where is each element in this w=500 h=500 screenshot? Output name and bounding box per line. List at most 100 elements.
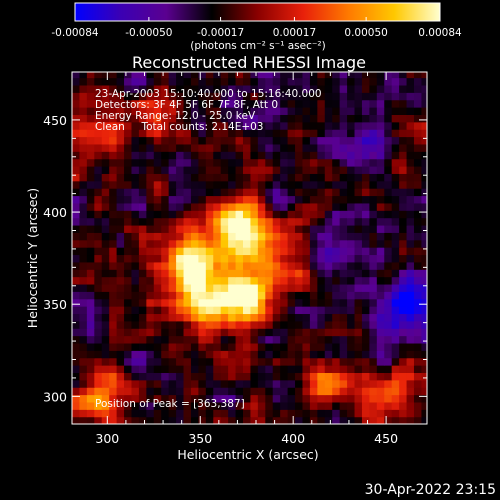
heatmap-cell bbox=[176, 224, 185, 233]
heatmap-cell bbox=[94, 283, 103, 292]
heatmap-cell bbox=[124, 291, 133, 300]
heatmap-cell bbox=[421, 320, 427, 329]
heatmap-cell bbox=[339, 72, 348, 79]
heatmap-cell bbox=[198, 121, 207, 130]
heatmap-cell bbox=[280, 254, 289, 263]
heatmap-cell bbox=[399, 239, 408, 248]
heatmap-cell bbox=[109, 136, 118, 145]
heatmap-cell bbox=[384, 313, 393, 322]
heatmap-cell bbox=[138, 247, 147, 256]
heatmap-cell bbox=[161, 320, 170, 329]
heatmap-cell bbox=[220, 84, 229, 93]
heatmap-cell bbox=[272, 180, 281, 189]
heatmap-cell bbox=[250, 306, 259, 315]
heatmap-cell bbox=[354, 77, 363, 86]
heatmap-cell bbox=[116, 313, 125, 322]
heatmap-cell bbox=[265, 283, 274, 292]
heatmap-cell bbox=[272, 129, 281, 138]
heatmap-cell bbox=[339, 291, 348, 300]
heatmap-cell bbox=[190, 416, 199, 424]
heatmap-cell bbox=[228, 129, 237, 138]
heatmap-cell bbox=[317, 372, 326, 381]
heatmap-cell bbox=[235, 239, 244, 248]
heatmap-cell bbox=[124, 328, 133, 337]
heatmap-cell bbox=[399, 136, 408, 145]
heatmap-cell bbox=[361, 394, 370, 403]
heatmap-cell bbox=[116, 84, 125, 93]
heatmap-cell bbox=[86, 121, 95, 130]
heatmap-cell bbox=[413, 357, 423, 366]
heatmap-cell bbox=[138, 306, 147, 315]
heatmap-cell bbox=[317, 143, 326, 152]
heatmap-cell bbox=[235, 269, 244, 278]
heatmap-cell bbox=[220, 92, 229, 101]
heatmap-cell bbox=[391, 180, 400, 189]
heatmap-cell bbox=[138, 195, 147, 204]
heatmap-cell bbox=[361, 217, 370, 226]
heatmap-cell bbox=[250, 173, 259, 182]
heatmap-cell bbox=[198, 92, 207, 101]
heatmap-cell bbox=[354, 232, 363, 241]
heatmap-cell bbox=[399, 158, 408, 167]
heatmap-cell bbox=[183, 129, 192, 138]
heatmap-cell bbox=[302, 72, 311, 79]
heatmap-cell bbox=[146, 269, 155, 278]
heatmap-cell bbox=[272, 173, 281, 182]
heatmap-cell bbox=[242, 99, 252, 108]
heatmap-cell bbox=[339, 232, 348, 241]
heatmap-cell bbox=[265, 129, 274, 138]
heatmap-cell bbox=[376, 84, 385, 93]
heatmap-cell bbox=[228, 320, 237, 329]
heatmap-cell bbox=[153, 84, 162, 93]
heatmap-cell bbox=[265, 372, 274, 381]
heatmap-cell bbox=[124, 232, 133, 241]
heatmap-cell bbox=[138, 92, 147, 101]
heatmap-cell bbox=[220, 77, 229, 86]
heatmap-cell bbox=[257, 224, 266, 233]
heatmap-cell bbox=[280, 77, 289, 86]
heatmap-cell bbox=[399, 107, 408, 115]
heatmap-cell bbox=[242, 151, 252, 160]
heatmap-cell bbox=[361, 121, 370, 130]
heatmap-cell bbox=[235, 173, 244, 182]
heatmap-cell bbox=[361, 188, 370, 197]
heatmap-cell bbox=[354, 335, 363, 344]
heatmap-cell bbox=[183, 365, 192, 373]
heatmap-cell bbox=[131, 269, 140, 278]
heatmap-cell bbox=[332, 202, 341, 211]
heatmap-cell bbox=[116, 224, 125, 233]
heatmap-cell bbox=[86, 202, 95, 211]
heatmap-cell bbox=[190, 114, 199, 123]
heatmap-cell bbox=[295, 247, 304, 256]
heatmap-cell bbox=[109, 173, 118, 182]
heatmap-cell bbox=[339, 387, 348, 396]
heatmap-cell bbox=[391, 313, 400, 322]
heatmap-cell bbox=[421, 269, 427, 278]
heatmap-cell bbox=[86, 247, 95, 256]
heatmap-cell bbox=[220, 416, 229, 424]
heatmap-cell bbox=[198, 158, 207, 167]
heatmap-cell bbox=[161, 224, 170, 233]
heatmap-cell bbox=[339, 328, 348, 337]
heatmap-cell bbox=[176, 180, 185, 189]
heatmap-cell bbox=[242, 224, 252, 233]
heatmap-cell bbox=[205, 298, 214, 307]
heatmap-cell bbox=[347, 379, 356, 388]
heatmap-cell bbox=[309, 121, 318, 130]
heatmap-cell bbox=[176, 151, 185, 160]
heatmap-cell bbox=[161, 291, 170, 300]
heatmap-cell bbox=[339, 195, 348, 204]
heatmap-cell bbox=[205, 291, 214, 300]
heatmap-cell bbox=[131, 379, 140, 388]
heatmap-cell bbox=[406, 283, 415, 292]
heatmap-cell bbox=[213, 84, 222, 93]
heatmap-cell bbox=[205, 165, 214, 174]
heatmap-cell bbox=[153, 328, 162, 337]
heatmap-cell bbox=[250, 217, 259, 226]
heatmap-cell bbox=[146, 232, 155, 241]
heatmap-cell bbox=[339, 165, 348, 174]
heatmap-cell bbox=[94, 151, 103, 160]
heatmap-cell bbox=[86, 92, 95, 101]
heatmap-cell bbox=[198, 232, 207, 241]
heatmap-cell bbox=[295, 416, 304, 424]
